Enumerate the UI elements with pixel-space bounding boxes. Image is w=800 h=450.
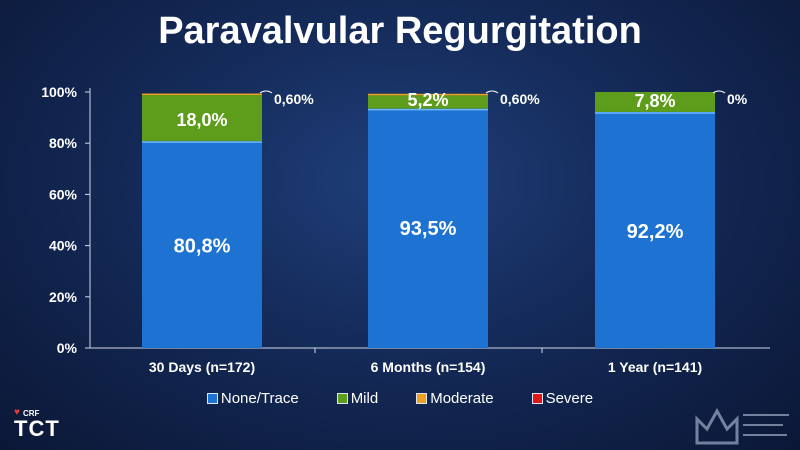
moderate-leader-line xyxy=(485,90,499,94)
legend-swatch xyxy=(206,393,218,404)
legend-item: Mild xyxy=(336,390,379,407)
chart-legend: None/Trace Mild Moderate Severe xyxy=(0,390,800,407)
bar-segment-mild xyxy=(595,92,715,112)
chart-title: Paravalvular Regurgitation xyxy=(158,10,642,52)
bar-segment-mild xyxy=(142,95,262,142)
y-tick-label: 60% xyxy=(49,186,78,202)
moderate-leader-line xyxy=(259,90,273,94)
legend-label: Severe xyxy=(545,390,594,407)
bar-segment-none-trace xyxy=(595,111,715,348)
data-label-mild: 18,0% xyxy=(176,110,227,130)
legend-item: None/Trace xyxy=(206,390,299,407)
bar-segment-none-trace xyxy=(368,108,488,348)
data-label-none-trace: 80,8% xyxy=(174,236,231,258)
data-label-moderate: 0,60% xyxy=(500,91,540,107)
data-label-none-trace: 93,5% xyxy=(400,218,457,240)
data-label-mild: 5,2% xyxy=(407,90,448,110)
crown-logo-watermark xyxy=(695,407,789,445)
y-tick-label: 100% xyxy=(41,84,77,100)
chart-bars xyxy=(142,92,715,348)
x-category-label: 1 Year (n=141) xyxy=(608,359,702,375)
bar-segment-mild xyxy=(368,95,488,109)
bar-segment-moderate xyxy=(368,93,488,96)
legend-swatch xyxy=(531,393,543,404)
y-tick-label: 0% xyxy=(57,340,78,356)
data-label-moderate: 0% xyxy=(727,91,748,107)
legend-label: Moderate xyxy=(430,390,494,407)
x-category-label: 6 Months (n=154) xyxy=(371,359,486,375)
legend-swatch xyxy=(416,393,428,404)
legend-item: Severe xyxy=(531,390,594,407)
crf-logo-text: CRF xyxy=(22,408,40,418)
y-tick-label: 40% xyxy=(49,238,78,254)
data-label-none-trace: 92,2% xyxy=(627,221,684,243)
legend-item: Moderate xyxy=(416,390,494,407)
legend-label: None/Trace xyxy=(220,390,299,407)
y-tick-label: 80% xyxy=(49,135,78,151)
y-tick-label: 20% xyxy=(49,289,78,305)
bar-segment-none-trace xyxy=(142,141,262,348)
x-category-label: 30 Days (n=172) xyxy=(149,359,255,375)
legend-swatch xyxy=(336,393,348,404)
data-label-moderate: 0,60% xyxy=(274,91,314,107)
tct-logo-text: TCT xyxy=(14,416,60,441)
data-label-mild: 7,8% xyxy=(634,91,675,111)
chart-labels: 80,8% 18,0% 0,60% 93,5% 5,2% 0,60% 92,2% 7,8% 0% xyxy=(174,90,748,258)
bar-segment-moderate xyxy=(142,93,262,96)
moderate-leader-line xyxy=(712,90,726,94)
legend-label: Mild xyxy=(350,390,379,407)
crf-tct-logo: ♥ CRF TCT xyxy=(14,408,84,444)
heart-icon: ♥ xyxy=(14,407,20,418)
